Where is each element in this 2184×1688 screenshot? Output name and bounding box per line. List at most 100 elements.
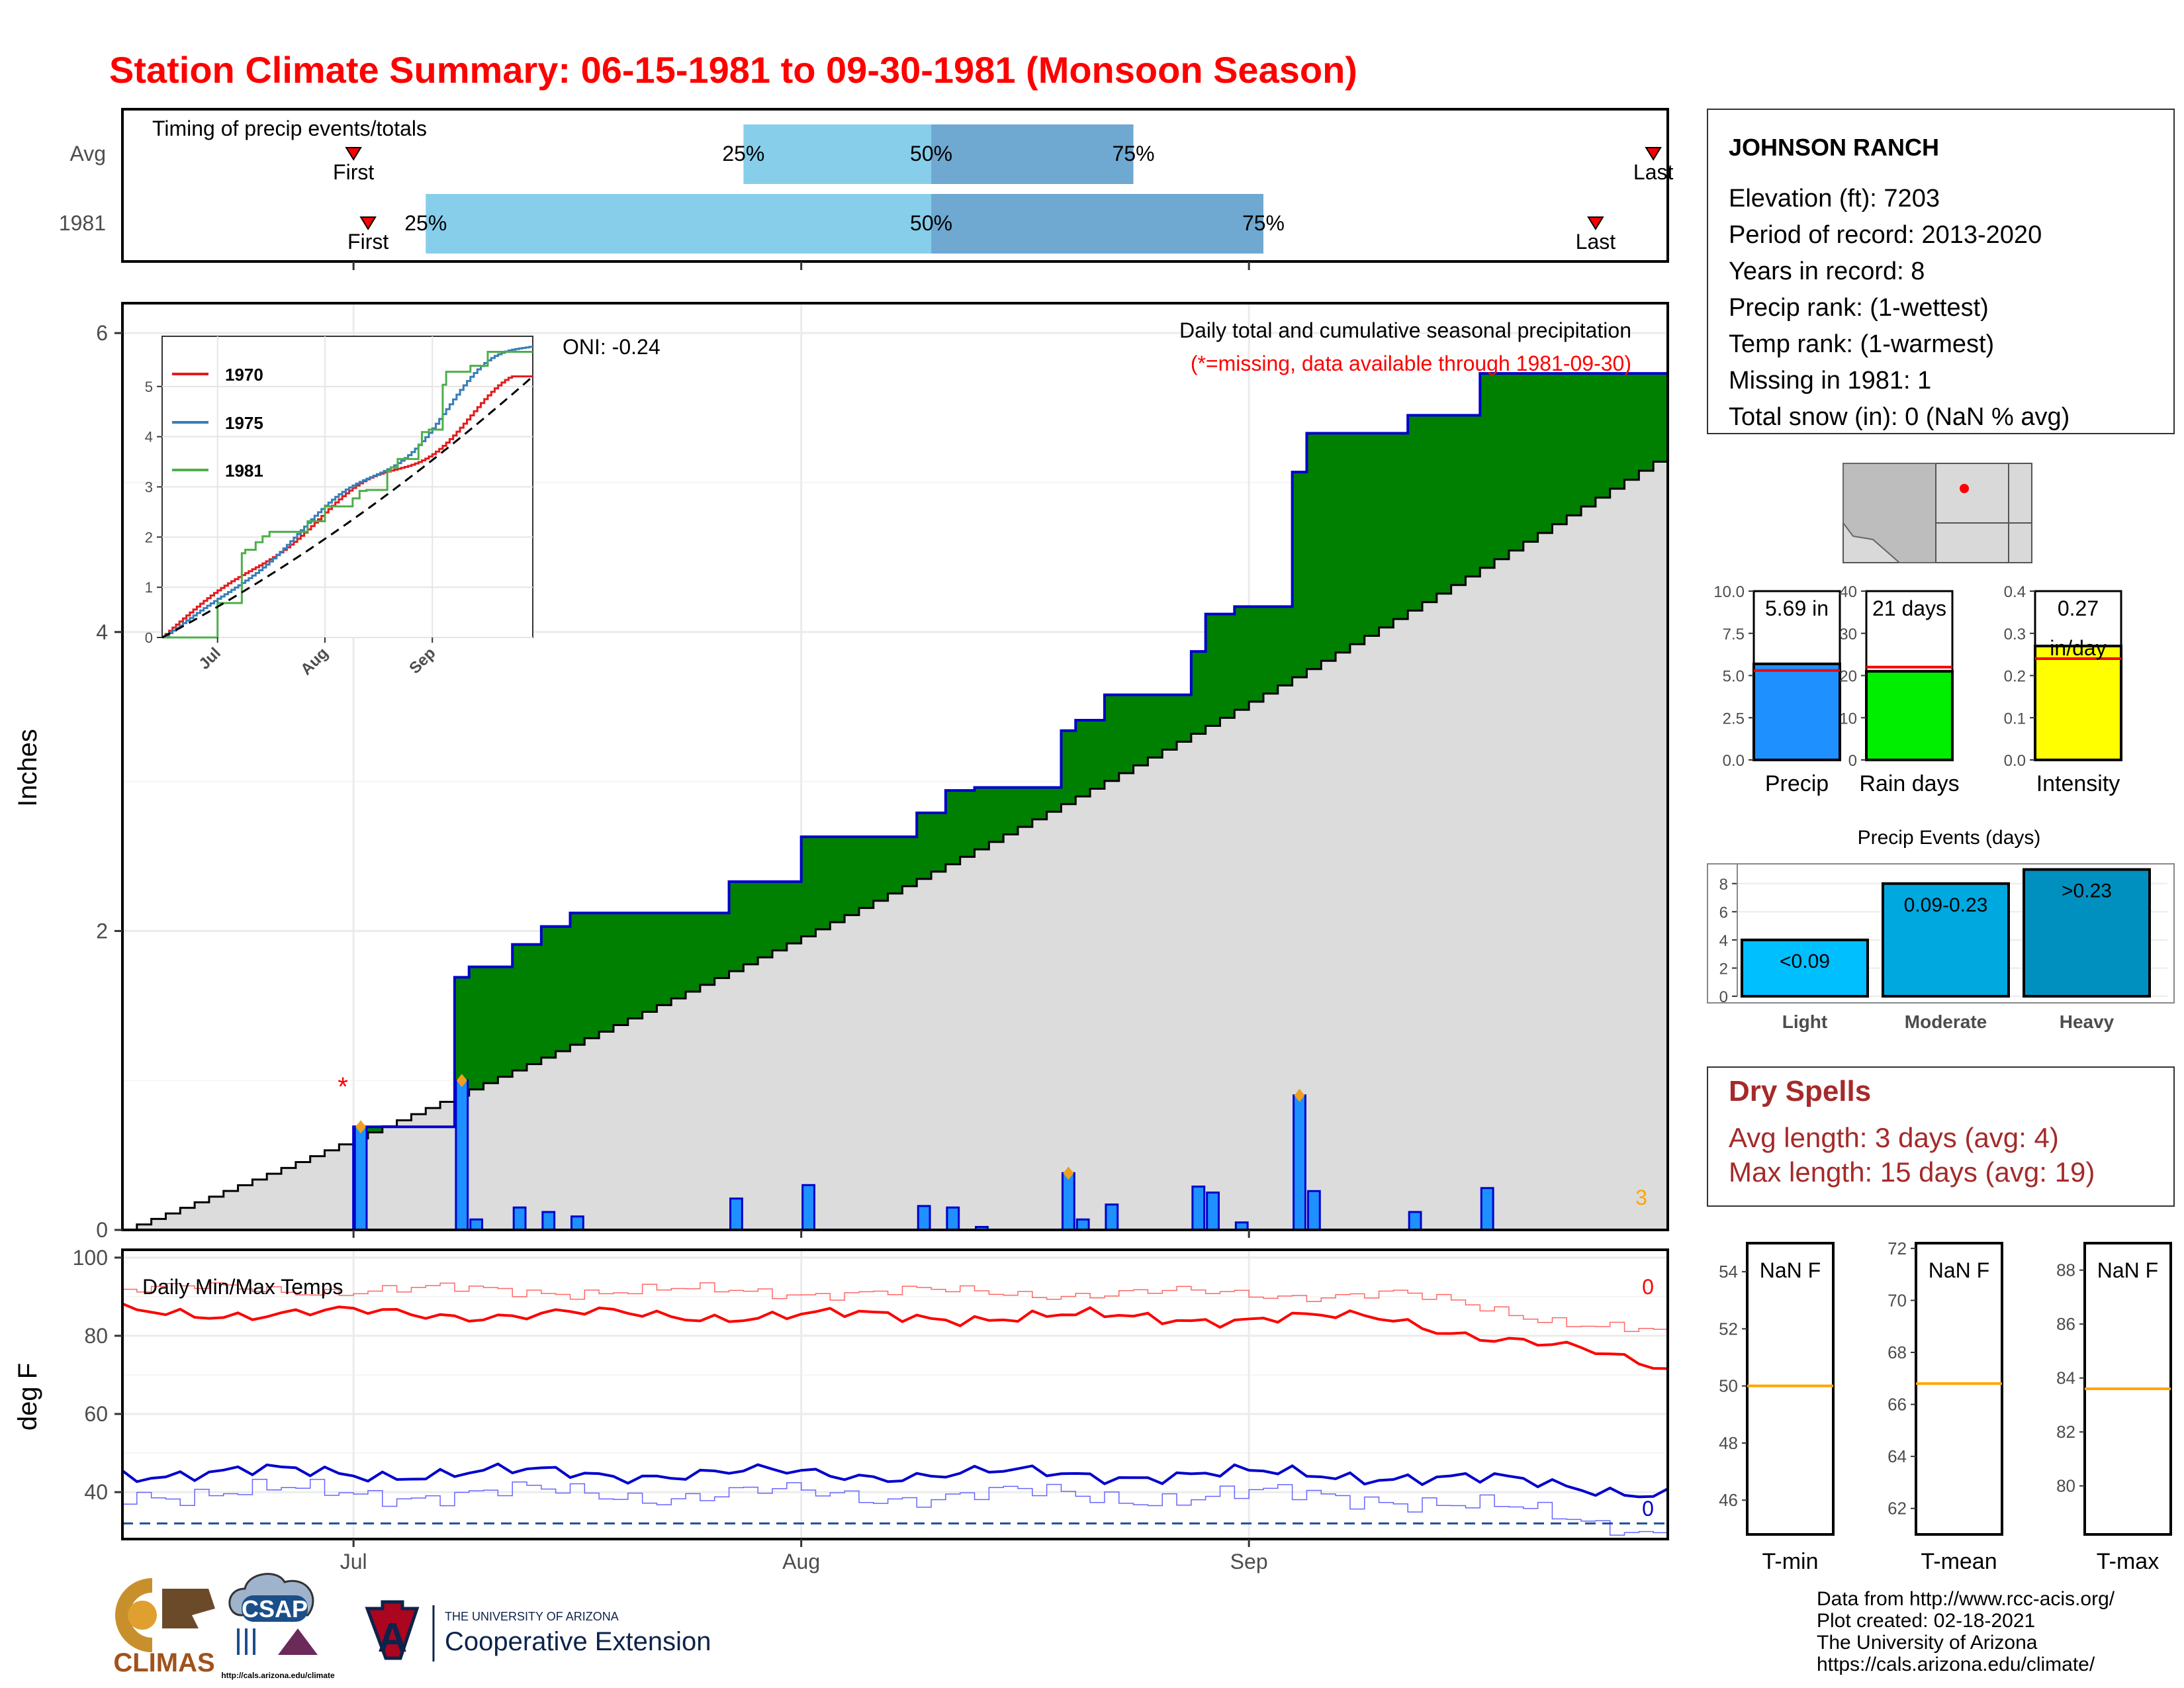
- temp-box-y-tick-label: 62: [1888, 1499, 1907, 1519]
- daily-precip-bar: [1293, 1094, 1306, 1231]
- station-info: JOHNSON RANCH Elevation (ft): 7203 Perio…: [1707, 109, 2175, 434]
- ua-logo: A THE UNIVERSITY OF ARIZONA Cooperative …: [365, 1600, 711, 1662]
- above-normal-fill: [498, 966, 513, 1077]
- summary-bar-y-tick-label: 0.3: [2004, 626, 2026, 643]
- heavy-event-marker: [1294, 1088, 1305, 1102]
- summary-bar-0: [1752, 662, 1841, 762]
- inset-lines: [161, 346, 534, 639]
- inset-line-1981: [162, 351, 533, 639]
- station-elevation: Elevation (ft): 7203: [1729, 185, 1940, 212]
- temp-box-y-tick-label: 48: [1719, 1433, 1738, 1453]
- summary-bar-2: [2034, 644, 2122, 761]
- above-normal-fill: [815, 837, 831, 929]
- above-normal-fill: [527, 944, 542, 1064]
- summary-bar-value-unit: in/day: [2050, 636, 2106, 660]
- first-event-label: First: [333, 160, 374, 184]
- last-event-marker: [1587, 216, 1604, 230]
- daily-precip-bar: [729, 1197, 743, 1231]
- temp-box-y-tick-label: 64: [1888, 1446, 1907, 1466]
- above-normal-fill: [902, 837, 917, 886]
- figure-title: Station Climate Summary: 06-15-1981 to 0…: [109, 49, 1357, 91]
- inset-y-tick-label: 5: [145, 379, 153, 395]
- above-normal-fill: [1046, 787, 1062, 812]
- summary-bar-y-tick-label: 30: [1839, 626, 1857, 643]
- above-normal-fill: [1249, 606, 1264, 702]
- above-normal-fill: [1191, 651, 1206, 734]
- last-event-marker: [1645, 147, 1662, 161]
- daily-precip-bar: [353, 1125, 368, 1231]
- inset-y-tick-label: 0: [145, 630, 153, 646]
- timing-bars: First Last 25% 50% 75% First Last 25% 50% 75%: [333, 124, 1674, 270]
- temp-line-min: [121, 1462, 1668, 1499]
- precip-y-tick-label: 4: [96, 620, 108, 644]
- quartile-bar-50-75: [931, 124, 1134, 184]
- above-normal-fill: [1422, 415, 1437, 602]
- summary-bar-1: [1865, 670, 1954, 761]
- above-normal-fill: [1162, 694, 1177, 750]
- above-normal-fill: [570, 913, 585, 1045]
- above-normal-fill: [1032, 787, 1048, 820]
- climas-text: CLIMAS: [113, 1648, 214, 1677]
- timing-panel: First Last 25% 50% 75% First Last 25% 50% 75% Tim…: [59, 108, 1674, 270]
- dry-spells: Dry Spells Avg length: 3 days (avg: 4) M…: [1707, 1066, 2175, 1207]
- footer-line-4: https://cals.arizona.edu/climate/: [1817, 1654, 2095, 1675]
- above-normal-fill: [729, 881, 744, 972]
- above-normal-fill: [1595, 373, 1611, 498]
- temp-line-max: [122, 1302, 1668, 1370]
- station-temp-rank: Temp rank: (1-warmest): [1729, 330, 1994, 358]
- above-normal-fill: [1061, 730, 1076, 804]
- summary-bar-y-tick-label: 0.2: [2004, 668, 2026, 686]
- above-normal-fill: [1349, 433, 1365, 645]
- temp-y-tick-label: 40: [84, 1480, 108, 1504]
- footer-line-1: Data from http://www.rcc-acis.org/: [1817, 1588, 2115, 1610]
- above-normal-fill: [367, 1127, 383, 1133]
- inset-legend: 1970 1975 1981: [172, 365, 263, 481]
- temp-box-y-tick-label: 50: [1719, 1376, 1738, 1396]
- above-normal-fill: [1148, 694, 1163, 758]
- q50-label: 50%: [910, 211, 952, 235]
- inset-legend-1970: 1970: [225, 365, 263, 385]
- above-normal-fill: [1480, 373, 1495, 568]
- climas-logo: CLIMAS: [113, 1578, 215, 1677]
- first-event-label: First: [347, 230, 388, 254]
- above-normal-fill: [772, 881, 788, 951]
- event-bar-light: [1741, 938, 1869, 998]
- timing-title: Timing of precip events/totals: [152, 117, 427, 140]
- event-category-label: Heavy: [2060, 1011, 2115, 1032]
- summary-bar-y-tick-label: 5.0: [1723, 668, 1745, 686]
- event-bar-label: 0.09-0.23: [1904, 894, 1988, 916]
- precip-y-tick-label: 0: [96, 1218, 108, 1242]
- temp-box-value-label: NaN F: [2097, 1258, 2158, 1282]
- above-normal-fill: [830, 837, 845, 923]
- above-normal-fill: [989, 787, 1004, 842]
- precip-panel: 0 2 4 6 Inches Daily total and cumulative s…: [13, 302, 1669, 1242]
- above-normal-fill: [1552, 373, 1567, 524]
- above-normal-fill: [1364, 433, 1380, 636]
- above-normal-fill: [512, 944, 527, 1071]
- last-event-label: Last: [1633, 160, 1674, 184]
- precip-count-label: 3: [1635, 1186, 1647, 1209]
- station-snow: Total snow (in): 0 (NaN % avg): [1729, 403, 2070, 431]
- daily-precip-bar: [1480, 1187, 1494, 1231]
- summary-bar-y-tick-label: 20: [1839, 668, 1857, 686]
- temp-box-y-tick-label: 70: [1888, 1290, 1907, 1310]
- summary-bar-y-tick-label: 7.5: [1723, 626, 1745, 643]
- locator-map: [1843, 463, 2032, 563]
- inset-y-tick-label: 2: [145, 529, 153, 545]
- temp-box-name: T-max: [2097, 1549, 2159, 1574]
- missing-marker: *: [338, 1072, 348, 1102]
- above-normal-fill: [1306, 433, 1322, 669]
- daily-precip-bar: [1075, 1218, 1090, 1231]
- summary-bar-y-tick-label: 10: [1839, 710, 1857, 727]
- above-normal-fill: [1465, 415, 1480, 577]
- precip-subtitle: Daily total and cumulative seasonal prec…: [1179, 318, 1631, 342]
- temp-max-count: 0: [1642, 1275, 1654, 1299]
- temp-box-y-tick-label: 68: [1888, 1342, 1907, 1362]
- daily-precip-bar: [1061, 1172, 1075, 1231]
- above-normal-fill: [917, 813, 932, 879]
- above-normal-fill: [1379, 433, 1394, 628]
- above-normal-fill: [786, 881, 802, 944]
- above-normal-fill: [1321, 433, 1336, 661]
- normal-cumulative-area: [122, 452, 1668, 1231]
- temp-box-value-label: NaN F: [1929, 1258, 1989, 1282]
